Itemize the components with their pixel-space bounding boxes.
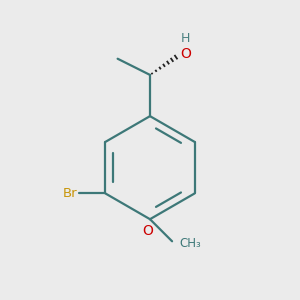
Text: Br: Br xyxy=(63,187,77,200)
Text: CH₃: CH₃ xyxy=(179,237,201,250)
Text: H: H xyxy=(181,32,190,46)
Text: O: O xyxy=(180,47,191,61)
Text: O: O xyxy=(142,224,153,238)
